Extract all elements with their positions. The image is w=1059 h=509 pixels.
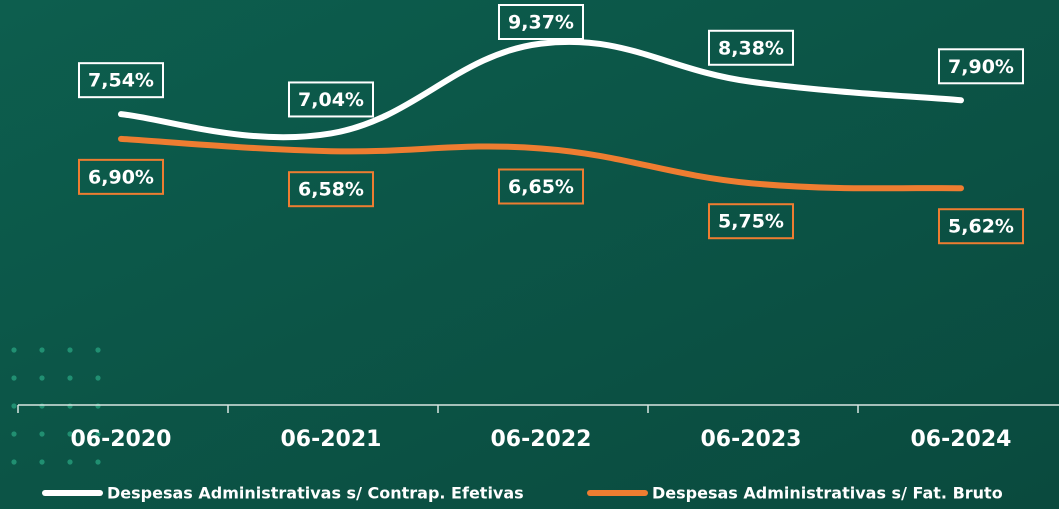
data-label: 9,37% — [508, 12, 574, 34]
x-tick-label: 06-2021 — [281, 427, 382, 452]
dot-decoration — [0, 345, 112, 485]
x-tick-label: 06-2020 — [71, 427, 172, 452]
x-tick-label: 06-2022 — [491, 427, 592, 452]
data-label: 7,54% — [88, 70, 154, 92]
data-label: 5,62% — [948, 216, 1014, 238]
data-label: 7,90% — [948, 56, 1014, 78]
line-series — [118, 135, 964, 192]
data-label-box — [288, 171, 374, 208]
x-tick-label: 06-2023 — [701, 427, 802, 452]
data-label: 8,38% — [718, 37, 784, 59]
data-label: 6,65% — [508, 176, 574, 198]
x-tick-label: 06-2024 — [911, 427, 1012, 452]
legend-label: Despesas Administrativas s/ Contrap. Efe… — [107, 484, 524, 503]
data-label: 5,75% — [718, 211, 784, 233]
plot: 06-2020 06-2021 06-2022 06-2023 06-2024 7,54%… — [17, 4, 1059, 503]
data-label: 7,04% — [298, 89, 364, 111]
data-label: 6,90% — [88, 166, 154, 188]
legend-label: Despesas Administrativas s/ Fat. Bruto — [652, 484, 1003, 503]
data-label-box — [498, 168, 584, 205]
data-label-box — [938, 48, 1024, 85]
data-label-box — [708, 203, 794, 240]
data-label-box — [78, 62, 164, 99]
data-label-box — [938, 208, 1024, 245]
line-series — [118, 38, 964, 141]
data-label-box — [708, 29, 794, 66]
data-label-box — [498, 4, 584, 40]
data-label-box — [78, 158, 164, 195]
data-label: 6,58% — [298, 179, 364, 201]
data-label-box — [288, 81, 374, 118]
